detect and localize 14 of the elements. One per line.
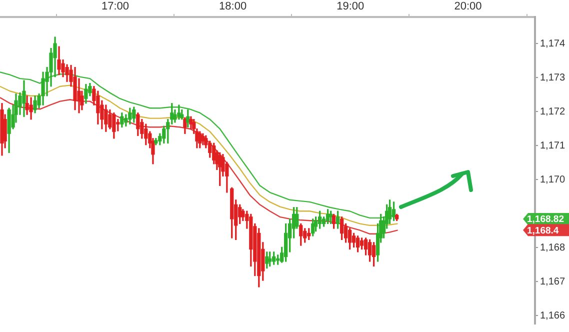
x-tick-label: 20:00 <box>454 0 482 12</box>
y-tick-label: 1,173 <box>540 72 566 84</box>
x-tick-label: 19:00 <box>336 0 364 12</box>
x-tick-label: 17:00 <box>101 0 129 12</box>
y-tick-label: 1,170 <box>540 174 566 186</box>
annotation: 1,168.82 <box>527 214 564 226</box>
annotation: 1,168.4 <box>527 225 560 236</box>
y-tick-label: 1,171 <box>540 140 566 152</box>
y-tick-label: 1,166 <box>540 310 566 322</box>
y-tick-label: 1,174 <box>540 38 566 50</box>
x-tick-label: 18:00 <box>219 0 247 12</box>
y-tick-label: 1,172 <box>540 106 566 118</box>
y-tick-label: 1,167 <box>540 276 566 288</box>
y-tick-label: 1,168 <box>540 242 566 254</box>
